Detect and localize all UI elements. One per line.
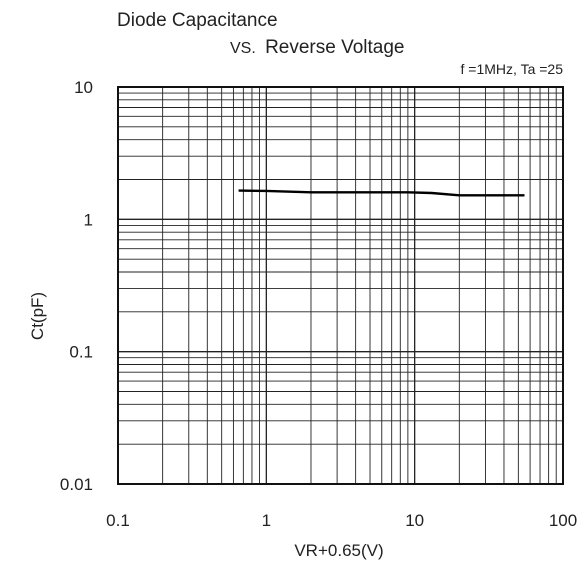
y-tick-label: 0.1 [69, 343, 93, 362]
y-tick-labels: 10 1 0.1 0.01 [60, 78, 93, 494]
x-axis-label: VR+0.65(V) [294, 541, 383, 560]
y-tick-label: 0.01 [60, 475, 93, 494]
test-conditions: f =1MHz, Ta =25 [461, 61, 564, 77]
x-tick-label: 0.1 [106, 511, 130, 530]
plot-frame [117, 86, 564, 485]
chart-title-line2: Reverse Voltage [265, 37, 404, 58]
y-axis-label: Ct(pF) [28, 292, 47, 340]
x-tick-label: 10 [405, 511, 424, 530]
svg-text:VS. Reverse Voltage: VS. Reverse Voltage [230, 37, 405, 58]
chart-title-prefix: VS. [230, 40, 256, 57]
y-tick-label: 1 [84, 210, 93, 229]
chart-title-line1: Diode Capacitance [117, 10, 278, 31]
capacitance-series-line [238, 189, 525, 197]
major-gridlines [117, 87, 563, 485]
x-tick-labels: 0.1 1 10 100 [106, 511, 577, 530]
minor-gridlines [118, 87, 563, 484]
y-tick-label: 10 [74, 78, 93, 97]
x-tick-label: 1 [262, 511, 271, 530]
x-tick-label: 100 [549, 511, 577, 530]
